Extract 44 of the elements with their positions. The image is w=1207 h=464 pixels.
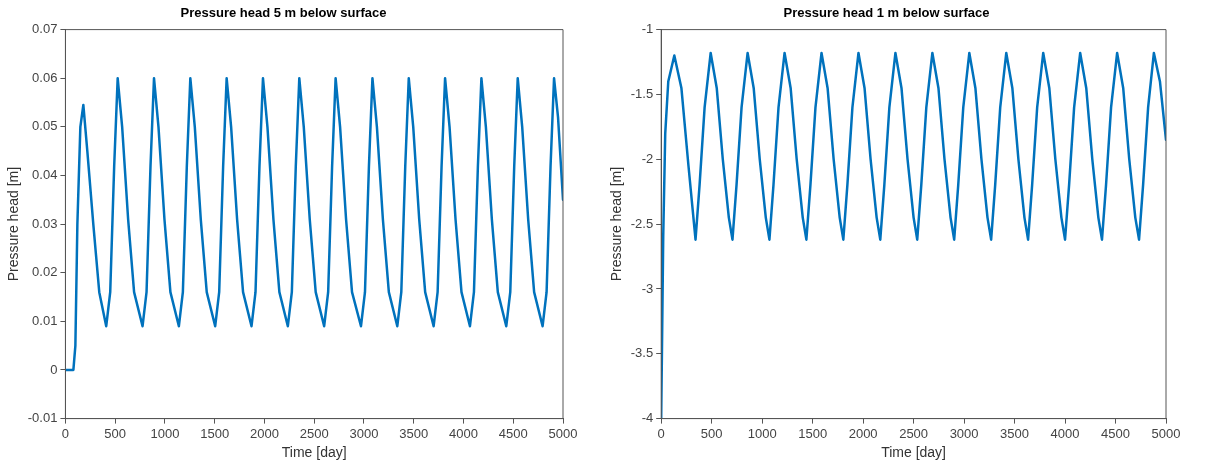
x-axis-title: Time [day] <box>881 444 947 461</box>
y-tick-label: -4 <box>641 410 654 426</box>
y-tick-label: -2.5 <box>630 215 654 231</box>
y-tick-label: -3 <box>641 280 654 296</box>
chart-title: Pressure head 1 m below surface <box>783 5 990 21</box>
y-tick-label: 0 <box>50 361 58 377</box>
x-tick-label: 1500 <box>200 425 230 441</box>
x-tick-label: 4500 <box>1101 425 1130 441</box>
x-tick-label: 2500 <box>299 425 329 441</box>
y-tick-label: -1.5 <box>630 86 654 102</box>
x-tick-label: 2500 <box>899 425 929 441</box>
x-tick-label: 4000 <box>449 425 478 441</box>
x-tick-label: 500 <box>104 425 127 441</box>
y-tick-label: 0.01 <box>32 312 58 328</box>
y-axis-title: Pressure head [m] <box>608 166 625 282</box>
chart-title: Pressure head 5 m below surface <box>180 5 387 21</box>
y-tick-label: 0.03 <box>32 215 58 231</box>
x-tick-label: 0 <box>657 425 665 441</box>
y-tick-label: -2 <box>641 150 654 166</box>
y-tick-label: -3.5 <box>630 345 654 361</box>
x-tick-label: 1500 <box>798 425 828 441</box>
x-tick-label: 3500 <box>1000 425 1030 441</box>
x-tick-label: 500 <box>700 425 723 441</box>
x-tick-label: 5000 <box>548 425 578 441</box>
y-tick-label: 0.02 <box>32 264 58 280</box>
x-tick-label: 3000 <box>949 425 979 441</box>
x-axis-title: Time [day] <box>281 444 347 461</box>
x-tick-label: 5000 <box>1151 425 1181 441</box>
x-tick-label: 4500 <box>498 425 528 441</box>
y-tick-label: 0.06 <box>32 69 58 85</box>
y-tick-label: 0.05 <box>32 118 58 134</box>
x-tick-label: 3000 <box>349 425 379 441</box>
y-tick-label: -0.01 <box>27 410 58 426</box>
y-tick-label: 0.07 <box>32 21 58 37</box>
x-tick-label: 4000 <box>1050 425 1080 441</box>
x-tick-label: 3500 <box>399 425 429 441</box>
y-tick-label: 0.04 <box>32 167 58 183</box>
x-tick-label: 2000 <box>848 425 878 441</box>
y-axis-title: Pressure head [m] <box>5 166 22 282</box>
x-tick-label: 1000 <box>747 425 777 441</box>
y-tick-label: -1 <box>641 21 654 37</box>
x-tick-label: 2000 <box>250 425 279 441</box>
x-tick-label: 1000 <box>150 425 180 441</box>
x-tick-label: 0 <box>61 425 70 441</box>
